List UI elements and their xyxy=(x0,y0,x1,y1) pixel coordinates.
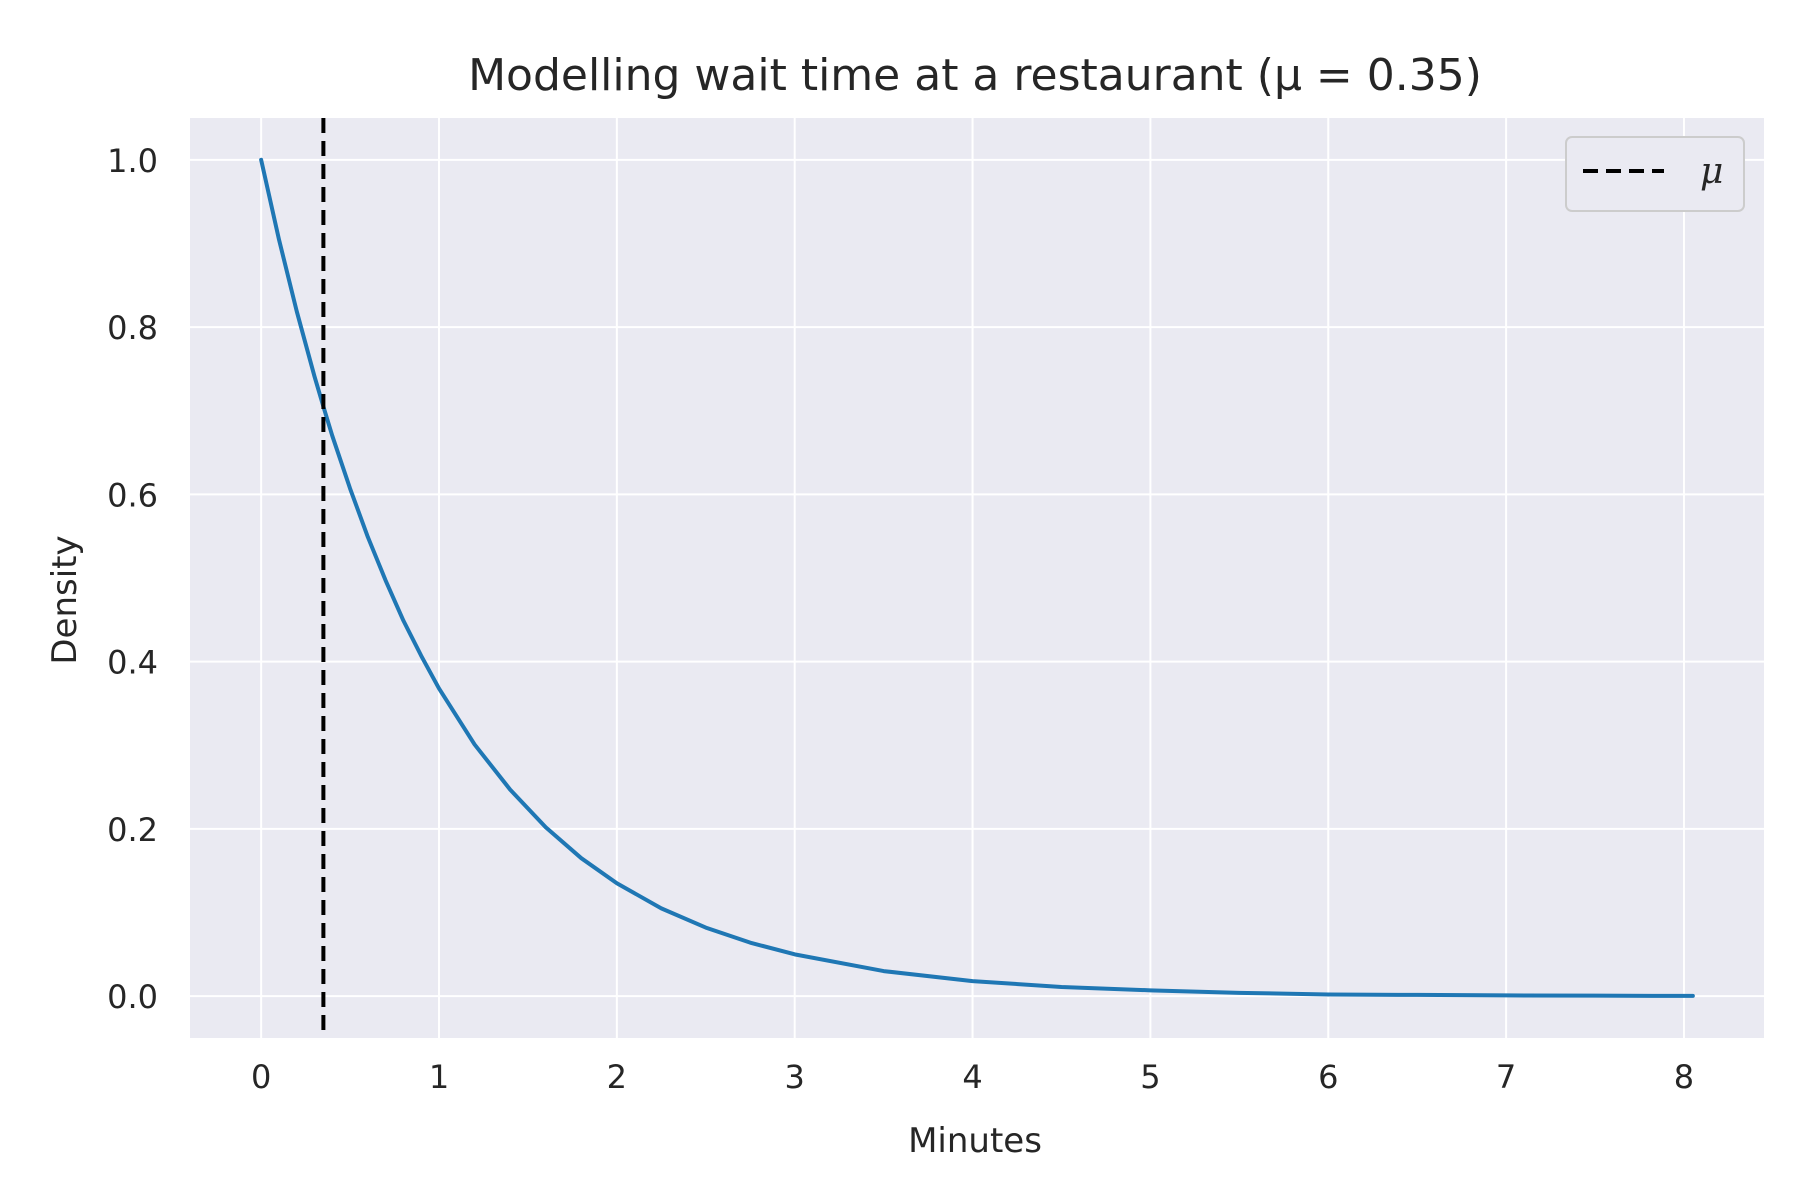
y-tick-label: 0.2 xyxy=(107,811,158,849)
x-tick-label: 6 xyxy=(1318,1058,1338,1096)
x-axis-ticks: 0 1 2 3 4 5 6 7 8 xyxy=(251,1058,1694,1096)
x-tick-label: 3 xyxy=(785,1058,805,1096)
density-curve xyxy=(259,157,1695,998)
y-tick-label: 0.4 xyxy=(107,644,158,682)
x-tick-label: 0 xyxy=(251,1058,271,1096)
y-axis-label: Density xyxy=(45,535,85,664)
y-axis-ticks: 0.0 0.2 0.4 0.6 0.8 1.0 xyxy=(107,142,158,1016)
legend-box xyxy=(1565,136,1745,212)
x-tick-label: 7 xyxy=(1496,1058,1516,1096)
y-tick-label: 1.0 xyxy=(107,142,158,180)
x-tick-label: 5 xyxy=(1140,1058,1160,1096)
plot-background xyxy=(190,118,1764,1038)
x-axis-label: Minutes xyxy=(908,1121,1042,1161)
legend-label-mu: μ xyxy=(1700,151,1723,192)
y-tick-label: 0.0 xyxy=(107,978,158,1016)
chart-title: Modelling wait time at a restaurant (μ =… xyxy=(468,50,1482,101)
y-tick-label: 0.8 xyxy=(107,309,158,347)
x-tick-label: 2 xyxy=(607,1058,627,1096)
x-tick-label: 1 xyxy=(429,1058,449,1096)
series-layer xyxy=(259,157,1695,998)
x-tick-label: 4 xyxy=(962,1058,982,1096)
legend: μ xyxy=(1565,136,1745,212)
x-tick-label: 8 xyxy=(1674,1058,1694,1096)
y-tick-label: 0.6 xyxy=(107,476,158,514)
